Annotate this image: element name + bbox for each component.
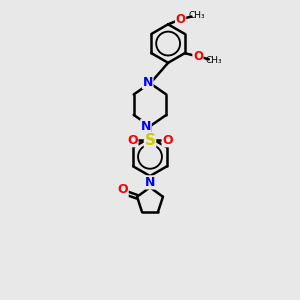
Text: CH₃: CH₃ (188, 11, 205, 20)
Text: S: S (145, 133, 155, 148)
Text: O: O (162, 134, 173, 147)
Text: O: O (176, 13, 186, 26)
Text: N: N (141, 120, 151, 133)
Text: O: O (118, 184, 128, 196)
Text: CH₃: CH₃ (206, 56, 222, 65)
Text: O: O (127, 134, 138, 147)
Text: O: O (193, 50, 203, 63)
Text: N: N (145, 176, 156, 189)
Text: N: N (142, 76, 153, 88)
